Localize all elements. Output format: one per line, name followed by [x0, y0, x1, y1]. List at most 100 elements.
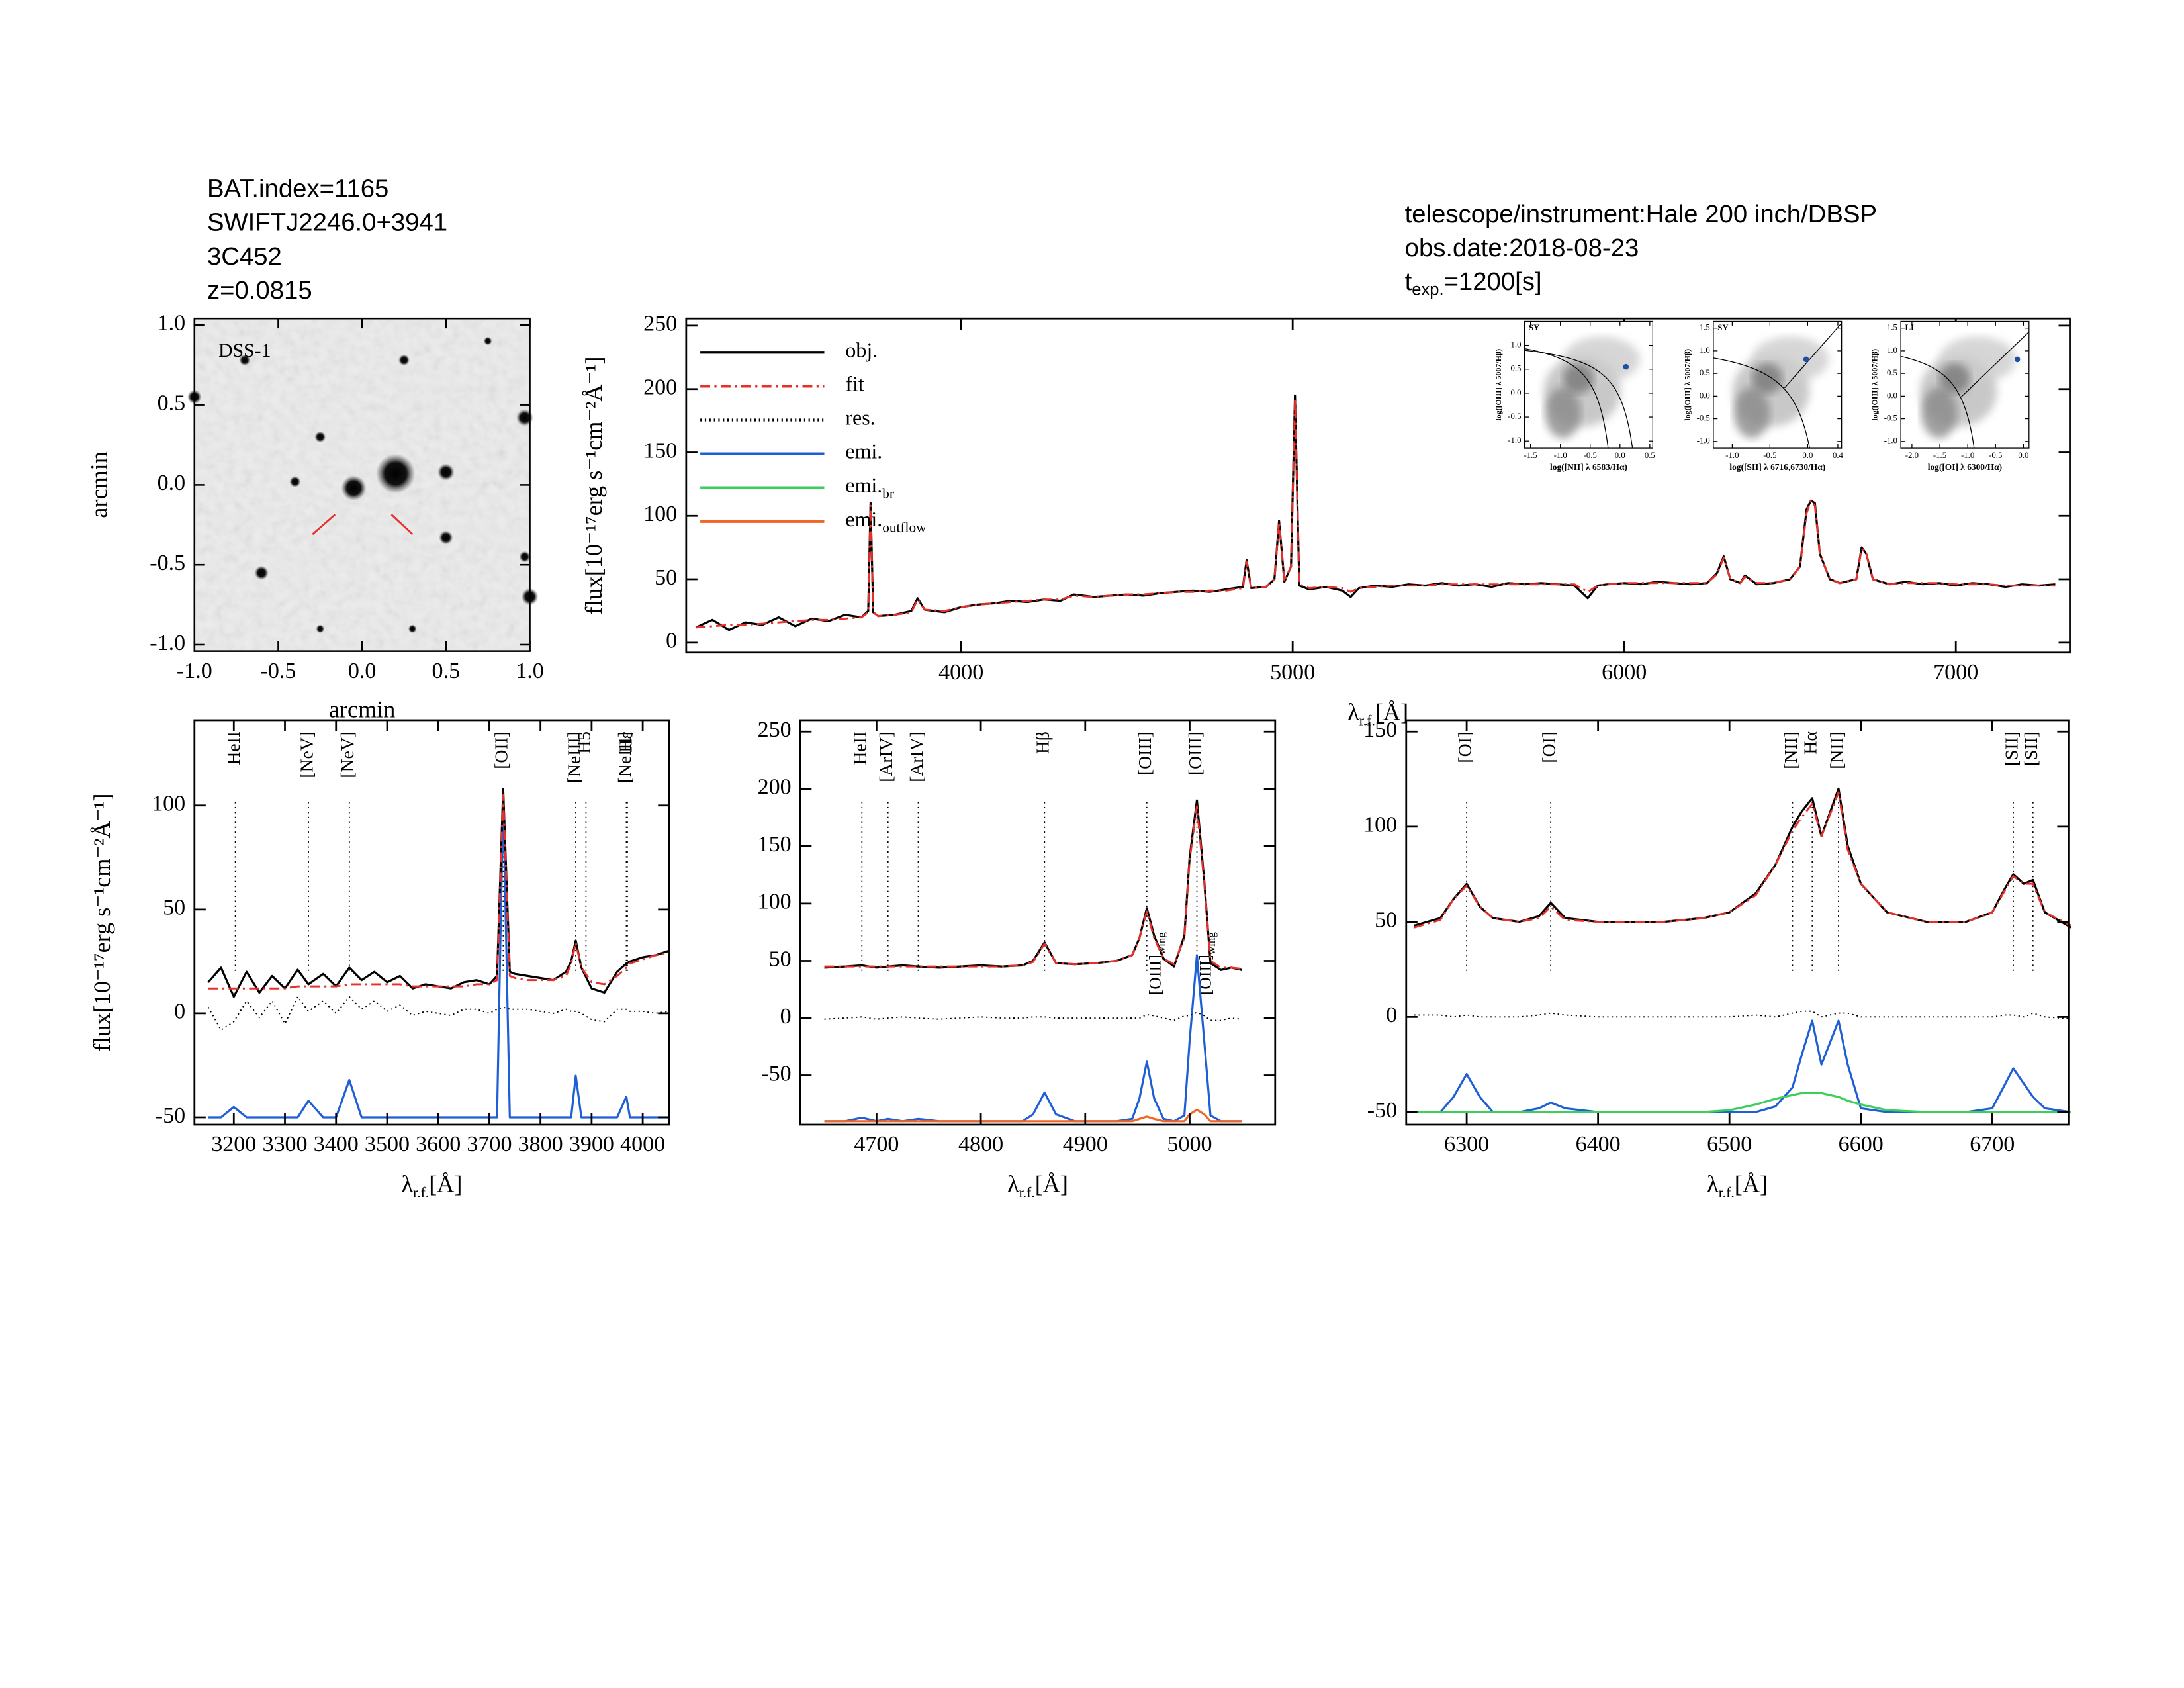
- y-axis-label: log([OIII] λ 5007/Hβ): [1870, 349, 1879, 421]
- x-tick-label: 4900: [1063, 1132, 1108, 1156]
- inset-plot: [1901, 331, 2029, 449]
- x-axis-label-main: λ: [1707, 1171, 1719, 1197]
- x-axis-label-rest: [Å]: [429, 1171, 462, 1197]
- x-axis-label-main: λ: [402, 1171, 414, 1197]
- source: [437, 463, 455, 481]
- y-tick-label: 50: [655, 565, 677, 590]
- x-tick-label: 4000: [620, 1132, 665, 1156]
- y-tick-label: 0: [1386, 1003, 1397, 1027]
- class-label: SY: [1529, 323, 1539, 332]
- x-axis-label-main: λ: [1347, 699, 1359, 726]
- header-line: SWIFTJ2246.0+3941: [207, 209, 447, 237]
- line-label: [NII]: [1780, 731, 1801, 769]
- class-label: SY: [1717, 323, 1728, 332]
- y-tick-label: 50: [769, 947, 792, 971]
- y-tick-label: 0.0: [1511, 388, 1522, 397]
- exposure-time: texp.=1200[s]: [1405, 267, 1542, 299]
- x-tick-label: -2.0: [1905, 451, 1919, 460]
- spectrum-line: [695, 394, 2056, 632]
- y-tick-label: 0.0: [1700, 391, 1710, 400]
- y-tick-label: -50: [1367, 1098, 1397, 1123]
- y-tick-label: 1.0: [1887, 346, 1897, 355]
- legend-label: res.: [845, 406, 875, 430]
- y-tick-label: 250: [758, 718, 792, 742]
- legend-sub: outflow: [882, 519, 927, 535]
- y-axis-label: flux[10⁻¹⁷erg s⁻¹cm⁻²Å⁻¹]: [580, 356, 607, 614]
- y-tick-label: -50: [761, 1061, 791, 1086]
- spectrum-line: [1414, 1010, 2071, 1020]
- y-tick-label: 1.0: [1511, 340, 1522, 350]
- y-tick-label: -50: [156, 1103, 185, 1128]
- plot-frame: [1405, 719, 2070, 1126]
- line-label: [OIII]: [1185, 731, 1205, 775]
- spectrum-line: [208, 794, 668, 990]
- legend-sub: br: [882, 485, 894, 501]
- line-label: [OI]: [1539, 731, 1559, 763]
- wing-label-sub: wing: [1205, 932, 1218, 955]
- y-tick-label: 0.5: [1887, 368, 1897, 377]
- x-axis-label: λr.f.[Å]: [1007, 1171, 1068, 1201]
- x-tick-label: 6000: [1602, 660, 1647, 684]
- legend-label: emi.outflow: [845, 508, 927, 535]
- x-tick-label: -0.5: [261, 659, 296, 683]
- spectrum-line: [207, 788, 669, 998]
- y-tick-label: -0.5: [1508, 412, 1521, 421]
- class-label: LI: [1905, 323, 1914, 332]
- line-label: [NII]: [1826, 731, 1846, 769]
- x-tick-label: 0.5: [432, 659, 461, 683]
- legend-label: emi.: [845, 440, 882, 463]
- legend-name: obj.: [845, 339, 878, 362]
- y-tick-label: 0.5: [158, 391, 186, 415]
- x-axis-label-sub: r.f.: [413, 1185, 429, 1201]
- spectrum-line: [696, 398, 2056, 629]
- line-label: [OIII]: [1134, 731, 1155, 775]
- y-tick-label: 0: [780, 1004, 792, 1029]
- y-tick-label: 0.5: [1511, 364, 1522, 373]
- x-tick-label: -0.5: [1584, 451, 1597, 460]
- y-axis-label: flux[10⁻¹⁷erg s⁻¹cm⁻²Å⁻¹]: [89, 793, 115, 1051]
- x-tick-label: -0.5: [1989, 451, 2002, 460]
- header-line: telescope/instrument:Hale 200 inch/DBSP: [1405, 200, 1877, 228]
- line-label: [OII]: [491, 731, 512, 769]
- y-tick-label: 100: [643, 502, 677, 526]
- exposure-main: t: [1405, 267, 1412, 296]
- y-tick-label: 50: [1375, 908, 1397, 932]
- line-label: Hε: [615, 731, 635, 753]
- plot-frame: [1713, 320, 1843, 449]
- spectrum-line: [207, 996, 668, 1031]
- x-tick-label: 7000: [1933, 660, 1978, 684]
- x-axis-label: λr.f.[Å]: [1347, 699, 1408, 729]
- target-marker: [312, 514, 336, 536]
- source: [439, 530, 453, 545]
- spectrum-line: [824, 954, 1242, 1123]
- legend-name: emi.: [845, 440, 882, 463]
- legend-name: fit: [845, 373, 864, 396]
- y-tick-label: 1.0: [1700, 346, 1710, 355]
- density: [1921, 387, 1958, 438]
- line-label: [OI]: [1454, 731, 1475, 763]
- exposure-sub: exp.: [1412, 280, 1443, 299]
- x-axis-label: λr.f.[Å]: [402, 1171, 463, 1201]
- x-tick-label: -1.5: [1524, 451, 1537, 460]
- line-label: Hα: [1800, 731, 1821, 754]
- x-tick-label: 4800: [958, 1132, 1003, 1156]
- spectrum-line: [824, 805, 1242, 970]
- header-line: 3C452: [207, 242, 282, 271]
- header-line: BAT.index=1165: [207, 175, 388, 203]
- line-label: [ArIV]: [876, 731, 896, 782]
- legend-name: emi.: [845, 474, 882, 497]
- plot-frame: [1900, 320, 2030, 449]
- x-axis-label-sub: r.f.: [1359, 712, 1375, 728]
- y-tick-label: 100: [152, 792, 185, 816]
- x-tick-label: 6300: [1444, 1132, 1489, 1156]
- wing-label-main: [OIII]: [1146, 955, 1165, 995]
- x-tick-label: 3900: [569, 1132, 614, 1156]
- x-axis-label: log([SII] λ 6716,6730/Hα): [1729, 462, 1825, 472]
- spectrum-line: [1414, 1092, 2071, 1113]
- x-tick-label: 3800: [518, 1132, 563, 1156]
- y-tick-label: -1.0: [150, 631, 185, 655]
- x-tick-label: 1.0: [516, 659, 544, 683]
- x-axis-label: arcmin: [329, 696, 395, 723]
- source-point: [1623, 363, 1629, 370]
